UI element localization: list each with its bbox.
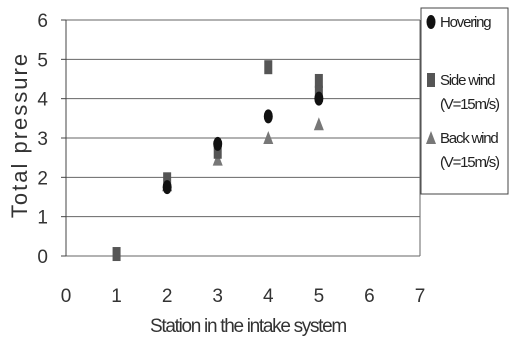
grid-lines <box>66 19 420 257</box>
data-point-square-4 <box>264 60 273 75</box>
data-point-square-2 <box>163 172 172 187</box>
data-point-square-1 <box>112 247 121 262</box>
y-tick-label-2: 2 <box>37 168 48 189</box>
legend-label: (V=15m/s) <box>440 96 500 113</box>
axes <box>61 19 421 257</box>
legend-label: Side wind <box>440 72 495 89</box>
x-tick-label-6: 6 <box>364 286 375 307</box>
y-tick-label-5: 5 <box>37 50 48 71</box>
data-point-circle-3 <box>213 136 223 151</box>
legend-label: Back wind <box>440 130 498 147</box>
x-tick-label-7: 7 <box>415 286 426 307</box>
legend-box <box>420 7 509 195</box>
data-point-square-5 <box>314 73 323 88</box>
x-tick-label-4: 4 <box>263 286 274 307</box>
legend-label: Hovering <box>440 14 491 31</box>
x-tick-labels: 0 1 2 3 4 5 6 7 <box>61 286 426 307</box>
legend-marker-circle <box>426 15 436 29</box>
legend-label: (V=15m/s) <box>440 154 500 171</box>
y-tick-label-6: 6 <box>37 11 48 32</box>
legend-marker-square <box>427 73 435 87</box>
x-tick-label-2: 2 <box>162 286 173 307</box>
data-markers <box>112 60 324 262</box>
y-tick-label-1: 1 <box>37 208 48 229</box>
x-tick-label-3: 3 <box>212 286 223 307</box>
y-tick-label-3: 3 <box>37 129 48 150</box>
y-tick-label-4: 4 <box>37 90 48 111</box>
data-point-circle-5 <box>314 91 324 106</box>
legend: Hovering Side wind (V=15m/s) Back wind (V=15… <box>420 7 509 195</box>
x-tick-label-0: 0 <box>61 286 72 307</box>
data-point-circle-2 <box>162 180 172 195</box>
legend-marker-triangle <box>426 131 436 144</box>
data-point-square-3 <box>213 144 222 159</box>
x-axis-title: Station in the intake system <box>150 316 346 337</box>
x-tick-label-5: 5 <box>314 286 325 307</box>
data-point-triangle-4 <box>263 131 274 144</box>
data-point-triangle-3 <box>212 152 223 166</box>
y-axis-title: Total pressure <box>7 52 32 218</box>
y-tick-label-0: 0 <box>37 247 48 268</box>
data-point-circle-4 <box>263 109 273 124</box>
y-tick-labels: 0 1 2 3 4 5 6 <box>37 11 48 268</box>
data-point-triangle-5 <box>313 117 324 131</box>
x-tick-label-1: 1 <box>111 286 122 307</box>
